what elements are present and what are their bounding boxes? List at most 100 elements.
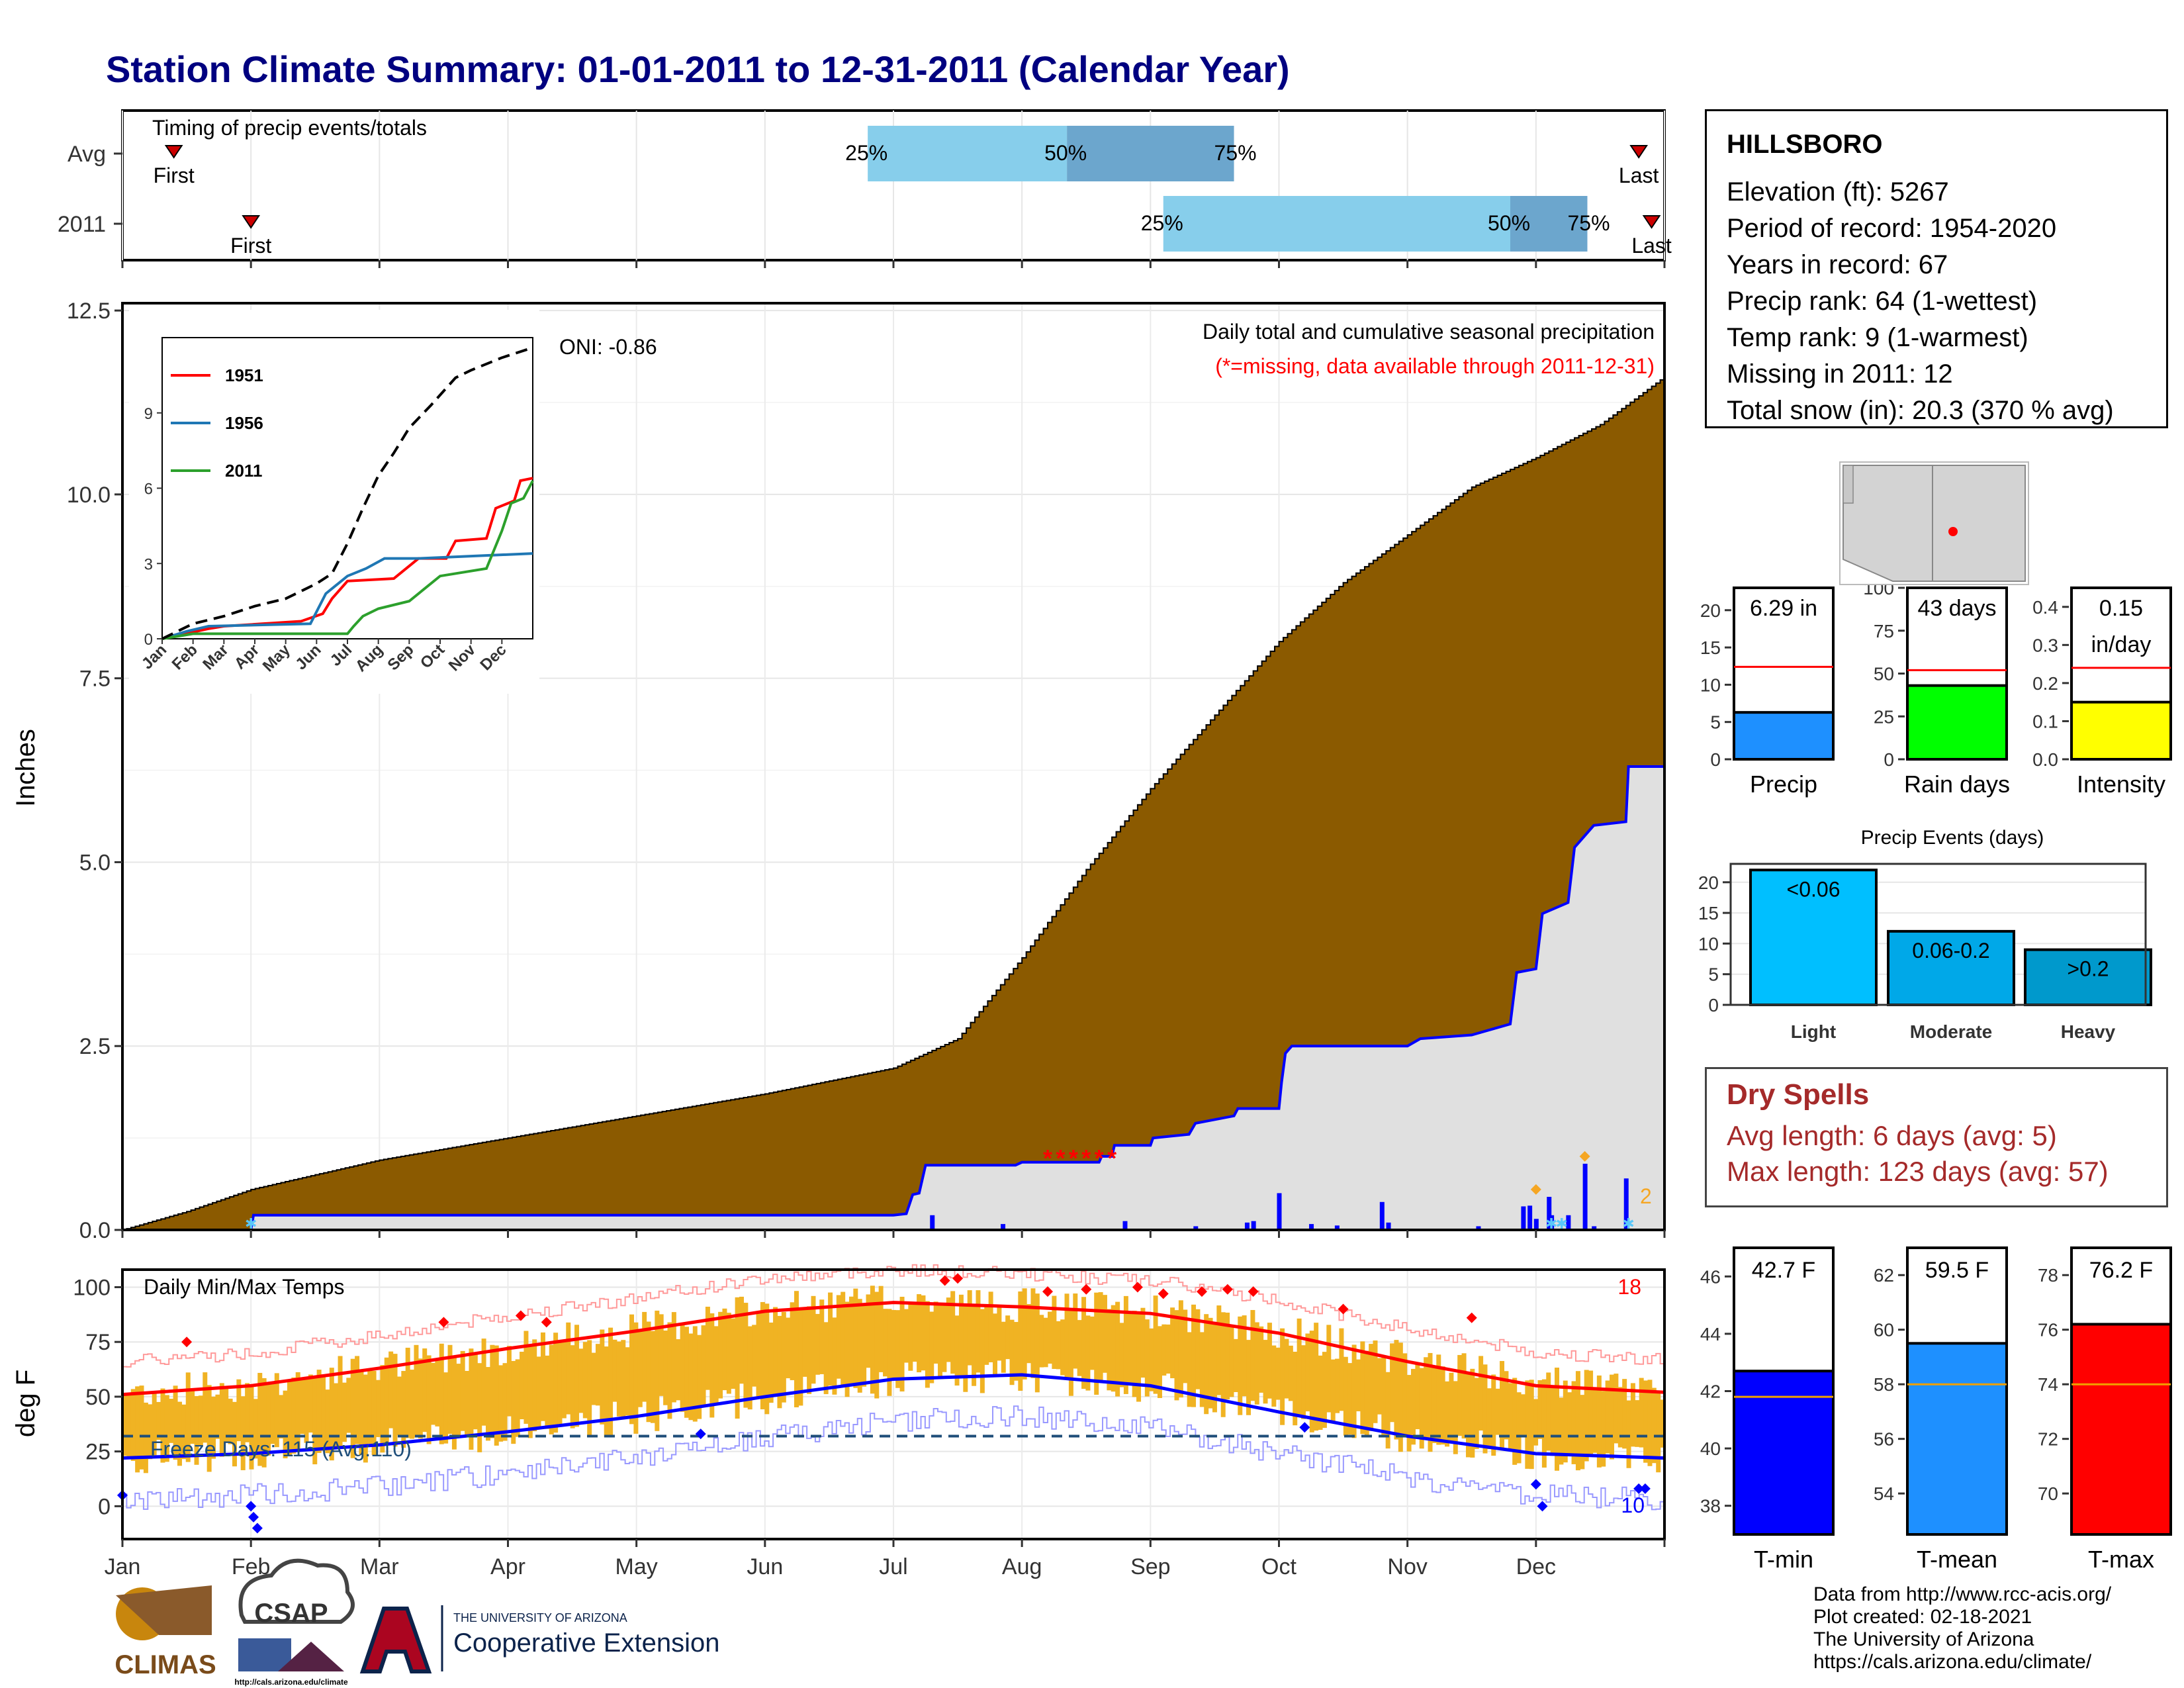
precip-events-ytick-label: 5 [1708,964,1719,985]
daily-temp-bar [912,1302,917,1362]
daily-temp-bar [190,1390,195,1444]
inset-legend-label: 2011 [225,461,262,481]
daily-temp-bar [1525,1380,1530,1469]
record-low-marker [1299,1422,1310,1433]
daily-temp-bar [642,1311,647,1402]
daily-temp-bar [1571,1381,1576,1464]
daily-temp-bar [1440,1366,1445,1445]
daily-temp-bar [1263,1340,1268,1404]
daily-precip-bar [1193,1226,1199,1230]
main-missing-note: (*=missing, data available through 2011-… [1215,354,1655,378]
daily-temp-bar [1259,1326,1264,1393]
timing-title: Timing of precip events/totals [152,116,427,140]
station-years: Years in record: 67 [1727,250,1948,279]
timing-row-label: 2011 [58,212,106,237]
daily-temp-bar [206,1385,212,1472]
daily-temp-bar [1588,1370,1594,1456]
daily-temp-bar [1360,1341,1365,1434]
missing-day-marker: * [1043,1145,1052,1172]
daily-temp-bar [1651,1387,1657,1464]
timing-quartile-50-75 [1067,126,1234,181]
daily-temp-bar [1491,1374,1496,1456]
daily-temp-bar [435,1360,440,1427]
daily-temp-bar [713,1326,719,1405]
temp-summary-0-ytick-label: 40 [1700,1438,1721,1459]
daily-temp-bar [756,1311,761,1397]
daily-temp-bar [135,1386,140,1473]
daily-temp-bar [950,1291,956,1374]
daily-temp-bar [621,1340,626,1419]
daily-temp-bar [1153,1295,1158,1394]
temps-max-count: 18 [1617,1275,1641,1299]
precip-main-chart: * * * * * *✱ ✱✱ ✱0.02.55.07.510.012.5InchesDail… [11,299,1666,1243]
daily-temp-bar [848,1296,854,1384]
daily-temp-bar [752,1325,757,1387]
daily-temp-bar [616,1341,621,1417]
precip-events-category: Heavy [2061,1021,2116,1042]
daily-temp-bar [1174,1310,1179,1401]
daily-temp-bar [240,1396,246,1470]
timing-quartile-25-50 [868,126,1068,181]
avg-tmin-line [122,1373,1665,1460]
daily-temp-bar [126,1394,132,1458]
month-label: Sep [1130,1554,1171,1579]
daily-temp-bar [1318,1355,1323,1430]
precip-summary-1-ytick-label: 0 [1884,749,1894,770]
daily-temp-bar [1533,1399,1539,1446]
main-ytick-label: 12.5 [67,299,111,324]
daily-temp-bar [705,1306,710,1390]
record-high-marker [515,1310,526,1321]
daily-temp-bar [1479,1356,1484,1431]
missing-day-marker: * [1056,1145,1065,1172]
daily-temp-bar [422,1348,428,1432]
record-low-marker [251,1523,263,1534]
daily-temp-bar [338,1356,343,1448]
daily-temp-bar [481,1338,486,1426]
precip-summary-2-ytick-label: 0.2 [2032,673,2058,694]
main-ytick-label: 7.5 [79,667,111,692]
snow-marker: ✱ [1545,1215,1557,1232]
temp-summary-1-ytick-label: 56 [1874,1429,1894,1450]
daily-temp-bar [1347,1363,1353,1435]
daily-temp-bar [249,1384,254,1470]
daily-temp-bar [1381,1356,1387,1437]
obs-cumulative-line [122,765,1664,1231]
daily-temp-bar [976,1290,981,1373]
daily-precip-bar [930,1215,935,1230]
record-high-marker [952,1273,964,1284]
daily-temp-bar [1107,1309,1112,1391]
temps-freeze-label: Freeze Days: 115 (Avg:110) [150,1437,412,1461]
main-ytick-label: 0.0 [79,1218,111,1243]
daily-temp-bar [1465,1374,1471,1458]
daily-temp-bar [367,1370,373,1444]
daily-temp-bar [1406,1375,1412,1452]
daily-precip-bar [1476,1226,1481,1230]
daily-temp-bar [899,1296,905,1392]
month-label: Jun [747,1554,783,1579]
inset-ytick-label: 3 [144,555,153,573]
daily-temp-bar [1187,1332,1192,1407]
map-state-nm [1932,465,2026,582]
dry-spells-title: Dry Spells [1727,1078,1870,1111]
daily-temp-bar [540,1332,545,1421]
station-precip-rank: Precip rank: 64 (1-wettest) [1727,287,2038,316]
daily-temp-bar [908,1302,913,1371]
daily-temp-bar [527,1345,533,1438]
daily-temp-bar [942,1303,947,1372]
precip-summary-2-ytick-label: 0.0 [2032,749,2058,770]
daily-temp-bar [925,1301,930,1388]
daily-temp-bar [477,1363,482,1452]
daily-temp-bar [185,1372,191,1462]
daily-temp-bar [866,1294,871,1368]
record-low-marker [246,1501,257,1512]
daily-temp-bar [958,1294,964,1378]
daily-temp-bar [646,1321,651,1423]
temps-min-count: 10 [1621,1493,1645,1517]
temps-ytick-label: 50 [85,1385,111,1410]
daily-temp-bar [1555,1368,1560,1471]
daily-temp-bar [1183,1309,1188,1383]
precip-events-category: Moderate [1910,1021,1992,1042]
precip-summary-2-ytick-label: 0.4 [2032,597,2058,618]
record-high-marker [1222,1284,1233,1295]
daily-temp-bar [1529,1380,1534,1470]
